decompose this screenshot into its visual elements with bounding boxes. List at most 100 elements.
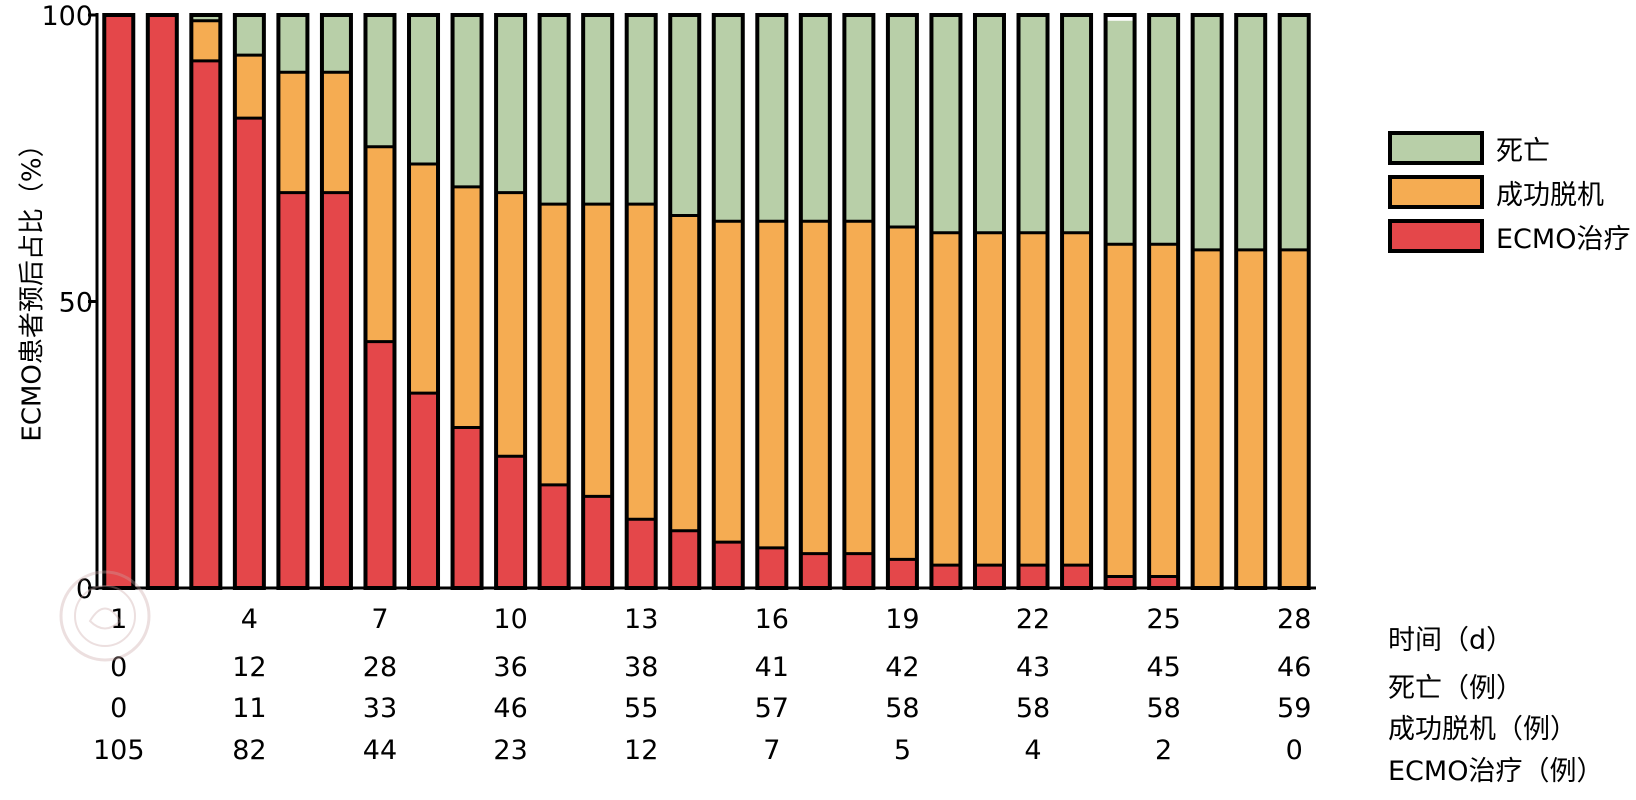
bar-segment-weaned-day19 <box>887 227 917 560</box>
bar-segment-weaned-day17 <box>800 221 830 554</box>
bar-segment-death-day22 <box>1018 15 1048 233</box>
bar-segment-death-day16 <box>757 15 787 222</box>
bar-segment-ecmo-day21 <box>974 565 1004 588</box>
bar-segment-death-day6 <box>321 15 351 73</box>
bar-segment-weaned-day22 <box>1018 232 1048 566</box>
y-tick-label: 0 <box>76 574 93 605</box>
bar-segment-weaned-day15 <box>713 221 743 543</box>
table-cell: 0 <box>110 693 127 724</box>
legend-item-ecmo: ECMO治疗 <box>1388 214 1630 258</box>
bar-segment-weaned-day12 <box>583 204 613 497</box>
x-tick-label: 10 <box>493 604 527 635</box>
bar-segment-ecmo-day15 <box>713 542 743 588</box>
bar-segment-ecmo-day3 <box>191 60 221 588</box>
bar-segment-death-day9 <box>452 15 482 187</box>
table-cell: 44 <box>363 735 397 766</box>
bars-group <box>102 13 1311 590</box>
bar-segment-death-day11 <box>539 15 569 205</box>
bar-segment-weaned-day8 <box>409 163 439 394</box>
table-cell: 58 <box>885 693 919 724</box>
bar-segment-weaned-day10 <box>496 192 526 457</box>
table-row-label-death: 死亡（例） <box>1388 673 1523 704</box>
bar-segment-death-day27 <box>1236 15 1266 250</box>
bar-segment-ecmo-day25 <box>1149 576 1179 588</box>
table-cell: 58 <box>1146 693 1180 724</box>
legend-swatch-weaned <box>1388 175 1484 209</box>
table-cell: 45 <box>1146 652 1180 683</box>
bar-segment-ecmo-day4 <box>234 118 264 588</box>
table-cell: 7 <box>763 735 780 766</box>
bar-segment-weaned-day5 <box>278 72 308 193</box>
table-cell: 23 <box>493 735 527 766</box>
bar-segment-ecmo-day13 <box>626 519 656 588</box>
bar-segment-weaned-day14 <box>670 215 700 531</box>
table-cell: 0 <box>1286 735 1303 766</box>
bar-segment-weaned-day18 <box>844 221 874 554</box>
table-cell: 41 <box>755 652 789 683</box>
x-tick-label: 19 <box>885 604 919 635</box>
bar-segment-weaned-day9 <box>452 186 482 428</box>
bar-segment-death-day14 <box>670 15 700 216</box>
bar-segment-weaned-day3 <box>191 20 221 61</box>
bar-segment-weaned-day24 <box>1105 244 1135 577</box>
bar-segment-weaned-day6 <box>321 72 351 193</box>
bar-segment-ecmo-day11 <box>539 484 569 588</box>
bar-segment-ecmo-day18 <box>844 553 874 588</box>
bar-segment-ecmo-day1 <box>104 15 134 588</box>
x-tick-label: 16 <box>755 604 789 635</box>
table-cell: 58 <box>1016 693 1050 724</box>
bar-segment-death-day10 <box>496 15 526 193</box>
legend-label-death: 死亡 <box>1496 135 1550 167</box>
legend-swatch-ecmo <box>1388 219 1484 253</box>
legend-item-death: 死亡 <box>1388 126 1630 170</box>
bar-segment-death-day23 <box>1062 15 1092 233</box>
table-cell: 38 <box>624 652 658 683</box>
bar-segment-ecmo-day9 <box>452 427 482 588</box>
table-cell: 5 <box>894 735 911 766</box>
bar-segment-weaned-day26 <box>1192 249 1222 588</box>
bar-segment-weaned-day20 <box>931 232 961 566</box>
bar-segment-death-day3 <box>191 15 221 21</box>
bar-segment-ecmo-day6 <box>321 192 351 588</box>
bar-segment-ecmo-day24 <box>1105 576 1135 588</box>
y-axis-label: ECMO患者预后占比（%） <box>17 131 48 442</box>
bar-segment-ecmo-day7 <box>365 341 395 588</box>
y-tick-label: 100 <box>41 1 93 32</box>
table-cell: 36 <box>493 652 527 683</box>
bar-segment-death-day4 <box>234 15 264 56</box>
bar-segment-death-day5 <box>278 15 308 73</box>
x-tick-label: 1 <box>110 604 127 635</box>
bar-segment-death-day21 <box>974 15 1004 233</box>
table-cell: 43 <box>1016 652 1050 683</box>
bar-segment-weaned-day21 <box>974 232 1004 566</box>
table-cell: 4 <box>1024 735 1041 766</box>
table-cell: 57 <box>755 693 789 724</box>
tick-labels-group: 0 50 100 1 4 7 10 13 16 19 22 25 28 <box>41 1 1311 635</box>
bar-segment-death-day18 <box>844 15 874 222</box>
table-cell: 12 <box>232 652 266 683</box>
x-tick-label: 28 <box>1277 604 1311 635</box>
bar-segment-ecmo-day17 <box>800 553 830 588</box>
table-cell: 42 <box>885 652 919 683</box>
bar-segment-death-day26 <box>1192 15 1222 250</box>
x-tick-label: 25 <box>1146 604 1180 635</box>
bar-segment-weaned-day13 <box>626 204 656 520</box>
table-cell: 46 <box>493 693 527 724</box>
x-tick-label: 4 <box>241 604 258 635</box>
table-cell: 105 <box>93 735 145 766</box>
axes-group <box>88 13 1316 590</box>
bar-segment-ecmo-day19 <box>887 559 917 588</box>
table-row-label-ecmo: ECMO治疗（例） <box>1388 756 1604 787</box>
bar-segment-ecmo-day10 <box>496 456 526 588</box>
bar-segment-death-day15 <box>713 15 743 222</box>
table-cell: 2 <box>1155 735 1172 766</box>
table-cell: 82 <box>232 735 266 766</box>
bar-segment-ecmo-day5 <box>278 192 308 588</box>
bar-segment-ecmo-day14 <box>670 530 700 588</box>
legend-swatch-death <box>1388 131 1484 165</box>
seal-icon <box>59 570 151 662</box>
legend-label-weaned: 成功脱机 <box>1496 179 1604 211</box>
bar-segment-ecmo-day16 <box>757 547 787 588</box>
table-cell: 46 <box>1277 652 1311 683</box>
